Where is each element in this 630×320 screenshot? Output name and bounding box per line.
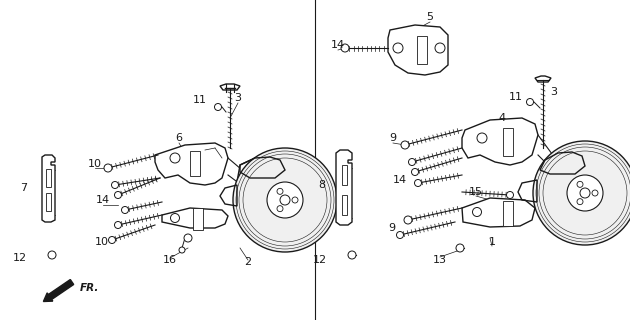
Circle shape bbox=[348, 251, 356, 259]
Circle shape bbox=[435, 43, 445, 53]
Text: 4: 4 bbox=[498, 113, 505, 123]
Polygon shape bbox=[462, 198, 535, 227]
Circle shape bbox=[277, 188, 283, 194]
Text: 11: 11 bbox=[193, 95, 207, 105]
Text: 10: 10 bbox=[88, 159, 102, 169]
Circle shape bbox=[171, 213, 180, 222]
Text: 10: 10 bbox=[95, 237, 109, 247]
Circle shape bbox=[401, 141, 409, 149]
Circle shape bbox=[577, 181, 583, 187]
Circle shape bbox=[396, 231, 403, 238]
Bar bbox=[341, 165, 347, 185]
Bar bbox=[45, 193, 50, 211]
Circle shape bbox=[170, 153, 180, 163]
Circle shape bbox=[112, 181, 118, 188]
Circle shape bbox=[456, 244, 464, 252]
Text: 14: 14 bbox=[331, 40, 345, 50]
Circle shape bbox=[472, 207, 481, 217]
Bar bbox=[193, 208, 203, 230]
FancyArrow shape bbox=[43, 280, 74, 301]
Circle shape bbox=[415, 180, 421, 187]
Circle shape bbox=[184, 234, 192, 242]
Bar bbox=[190, 150, 200, 175]
Text: 14: 14 bbox=[393, 175, 407, 185]
Circle shape bbox=[533, 141, 630, 245]
Bar bbox=[341, 195, 347, 215]
Circle shape bbox=[280, 195, 290, 205]
Bar bbox=[503, 128, 513, 156]
Circle shape bbox=[408, 158, 416, 165]
Polygon shape bbox=[462, 118, 538, 165]
Circle shape bbox=[580, 188, 590, 198]
Text: 3: 3 bbox=[551, 87, 558, 97]
Polygon shape bbox=[162, 208, 228, 228]
Circle shape bbox=[527, 99, 534, 106]
Circle shape bbox=[577, 199, 583, 205]
Circle shape bbox=[122, 206, 129, 213]
Circle shape bbox=[292, 197, 298, 203]
Text: 8: 8 bbox=[318, 180, 326, 190]
Text: 16: 16 bbox=[163, 255, 177, 265]
Circle shape bbox=[507, 191, 513, 198]
Circle shape bbox=[477, 133, 487, 143]
Circle shape bbox=[567, 175, 603, 211]
Bar bbox=[503, 201, 513, 226]
Polygon shape bbox=[42, 155, 55, 222]
Text: FR.: FR. bbox=[80, 283, 100, 293]
Text: 12: 12 bbox=[13, 253, 27, 263]
Text: 11: 11 bbox=[509, 92, 523, 102]
Circle shape bbox=[341, 44, 349, 52]
Text: 14: 14 bbox=[96, 195, 110, 205]
Text: 1: 1 bbox=[488, 237, 496, 247]
Circle shape bbox=[592, 190, 598, 196]
Circle shape bbox=[115, 191, 122, 198]
Text: 6: 6 bbox=[176, 133, 183, 143]
Circle shape bbox=[115, 221, 122, 228]
Circle shape bbox=[404, 216, 412, 224]
Bar bbox=[417, 36, 427, 64]
Text: 9: 9 bbox=[389, 133, 396, 143]
Text: 7: 7 bbox=[20, 183, 28, 193]
Text: 9: 9 bbox=[389, 223, 396, 233]
Circle shape bbox=[393, 43, 403, 53]
Polygon shape bbox=[237, 157, 298, 234]
Text: 5: 5 bbox=[427, 12, 433, 22]
Circle shape bbox=[233, 148, 337, 252]
Polygon shape bbox=[537, 152, 598, 230]
Circle shape bbox=[267, 182, 303, 218]
Circle shape bbox=[108, 236, 115, 244]
Text: 12: 12 bbox=[313, 255, 327, 265]
Text: 13: 13 bbox=[433, 255, 447, 265]
Circle shape bbox=[48, 251, 56, 259]
Circle shape bbox=[179, 247, 185, 253]
Polygon shape bbox=[155, 143, 228, 185]
Circle shape bbox=[277, 206, 283, 212]
Text: 2: 2 bbox=[244, 257, 251, 267]
Text: 15: 15 bbox=[469, 187, 483, 197]
Circle shape bbox=[411, 169, 418, 175]
Bar bbox=[45, 169, 50, 187]
Circle shape bbox=[104, 164, 112, 172]
Polygon shape bbox=[336, 150, 352, 225]
Text: 3: 3 bbox=[234, 93, 241, 103]
Circle shape bbox=[214, 103, 222, 110]
Polygon shape bbox=[388, 25, 448, 75]
